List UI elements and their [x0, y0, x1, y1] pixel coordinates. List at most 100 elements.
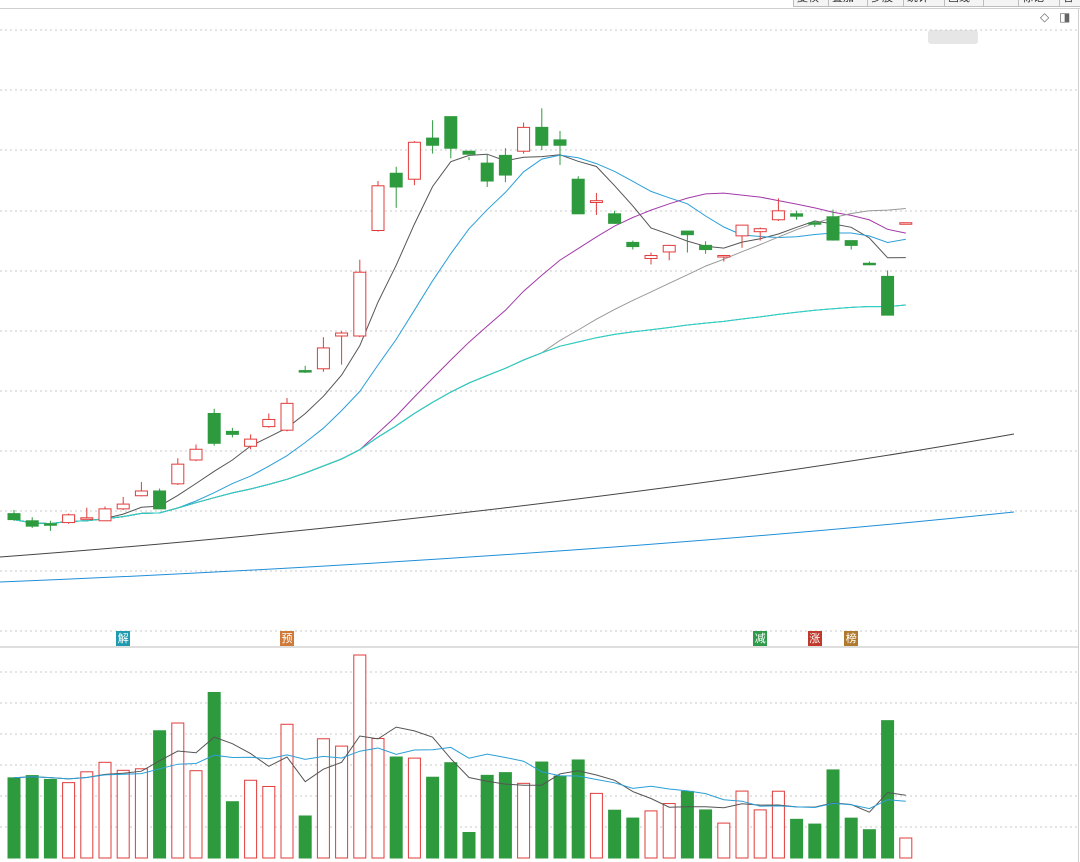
candle-body-23 — [426, 137, 440, 146]
candle-body-39 — [717, 255, 731, 258]
candle-body-12 — [225, 430, 239, 435]
event-marker-3[interactable]: 涨 — [807, 631, 822, 646]
volume-bar-40 — [735, 790, 749, 859]
volume-bar-32 — [589, 792, 603, 859]
ma20-line — [13, 192, 906, 525]
volume-bar-33 — [608, 809, 622, 859]
volume-bar-48 — [881, 720, 895, 859]
volume-ma10-line — [13, 746, 906, 810]
volume-bar-45 — [826, 769, 840, 859]
candle-body-18 — [335, 332, 349, 337]
volume-bar-8 — [153, 730, 167, 859]
candle-body-4 — [80, 517, 94, 520]
candle-body-1 — [25, 520, 39, 527]
candle-body-31 — [571, 178, 585, 215]
candle-body-20 — [371, 185, 385, 231]
candle-body-49 — [899, 222, 913, 225]
volume-bar-31 — [571, 759, 585, 859]
moving-average-lines — [0, 153, 1015, 583]
volume-bar-39 — [717, 822, 731, 859]
volume-bar-3 — [62, 782, 76, 859]
candle-body-10 — [189, 448, 203, 461]
volume-bar-35 — [644, 810, 658, 859]
volume-bar-2 — [43, 778, 57, 859]
candle-body-44 — [808, 222, 822, 225]
candle-body-41 — [753, 228, 767, 233]
candle-body-3 — [62, 514, 76, 524]
volume-bar-25 — [462, 831, 476, 859]
volume-bar-41 — [753, 809, 767, 859]
candle-body-33 — [608, 213, 622, 224]
panel-toggle-icon[interactable]: ◨ — [1059, 10, 1071, 24]
volume-bar-12 — [225, 801, 239, 859]
diamond-icon[interactable]: ◇ — [1040, 10, 1050, 24]
event-marker-2[interactable]: 减 — [753, 631, 768, 646]
volume-bar-20 — [371, 737, 385, 859]
event-marker-0[interactable]: 解 — [116, 631, 131, 646]
volume-bar-28 — [517, 782, 531, 859]
chart-grid — [0, 29, 1078, 632]
volume-bar-0 — [7, 777, 21, 859]
volume-bar-13 — [244, 779, 258, 859]
volume-bar-19 — [353, 654, 367, 859]
candle-body-22 — [407, 141, 421, 180]
candle-body-13 — [244, 438, 258, 447]
candle-body-35 — [644, 255, 658, 260]
candlestick-series — [7, 108, 913, 531]
toolbar-button-8[interactable]: 各 — [1059, 0, 1080, 7]
candle-body-42 — [771, 210, 785, 221]
candle-body-28 — [517, 126, 531, 152]
volume-bar-16 — [298, 815, 312, 859]
volume-bar-14 — [262, 785, 276, 859]
candle-body-36 — [662, 244, 676, 253]
volume-bar-4 — [80, 771, 94, 859]
volume-bar-34 — [626, 817, 640, 859]
candle-body-15 — [280, 402, 294, 431]
volume-bar-46 — [844, 817, 858, 859]
volume-bar-37 — [680, 790, 694, 859]
candle-body-30 — [553, 139, 567, 146]
candle-body-21 — [389, 172, 403, 188]
candle-body-6 — [116, 503, 130, 510]
candle-body-26 — [480, 162, 494, 182]
candle-body-43 — [790, 213, 804, 217]
candle-body-14 — [262, 418, 276, 428]
volume-bar-43 — [790, 818, 804, 859]
candle-body-29 — [535, 126, 549, 146]
blurred-label — [928, 30, 978, 44]
volume-bar-6 — [116, 769, 130, 859]
candle-body-9 — [171, 463, 185, 485]
volume-bar-18 — [335, 745, 349, 859]
candle-body-37 — [680, 230, 694, 236]
volume-bar-47 — [862, 829, 876, 859]
candle-body-47 — [862, 262, 876, 266]
volume-bar-1 — [25, 775, 39, 859]
candle-body-25 — [462, 150, 476, 155]
volume-bar-11 — [207, 691, 221, 859]
candle-body-27 — [498, 154, 512, 176]
volume-bar-27 — [498, 772, 512, 859]
volume-bar-44 — [808, 823, 822, 859]
ma120-line — [0, 433, 1015, 558]
candle-body-17 — [316, 347, 330, 370]
candle-body-7 — [134, 490, 148, 497]
candle-body-16 — [298, 370, 312, 373]
candle-body-0 — [7, 513, 21, 521]
event-marker-1[interactable]: 预 — [280, 631, 294, 646]
volume-bar-24 — [444, 762, 458, 859]
candle-body-24 — [444, 116, 458, 149]
volume-bar-23 — [426, 776, 440, 859]
volume-bar-38 — [699, 809, 713, 859]
candle-body-11 — [207, 412, 221, 444]
ma250-line — [0, 511, 1015, 583]
ma5-line — [13, 153, 906, 525]
volume-bar-21 — [389, 756, 403, 859]
panel-icons: ◇ ◨ — [1040, 10, 1070, 24]
event-marker-4[interactable]: 榜 — [844, 631, 859, 646]
candle-body-8 — [153, 490, 167, 510]
candle-body-5 — [98, 508, 112, 522]
volume-bar-5 — [98, 761, 112, 859]
candle-body-38 — [699, 244, 713, 251]
volume-bar-42 — [771, 790, 785, 859]
